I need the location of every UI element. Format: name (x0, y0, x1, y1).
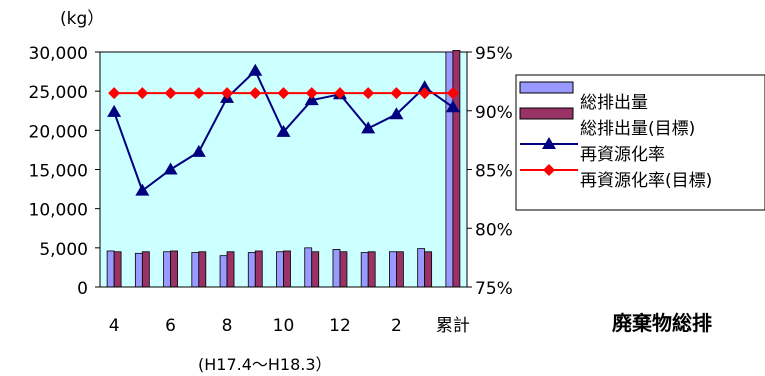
bar (417, 248, 426, 288)
left-tick-label: 15,000 (29, 162, 88, 182)
legend-diamond-marker (543, 164, 555, 176)
diamond-marker (446, 87, 459, 100)
bar (191, 252, 200, 288)
triangle-marker (107, 104, 122, 117)
bar (198, 251, 207, 288)
bar (360, 252, 369, 288)
bar (141, 251, 150, 288)
left-tick-label: 0 (77, 279, 88, 299)
bar (247, 252, 256, 288)
bar (424, 251, 433, 288)
left-axis-ticks: 0 5,000 10,000 15,000 20,000 25,000 30,000 (29, 44, 100, 299)
triangle-marker (248, 63, 263, 76)
bars (106, 50, 461, 288)
triangle-marker (445, 100, 460, 113)
left-tick-label: 30,000 (29, 44, 88, 64)
diamond-marker (108, 87, 121, 100)
diamond-marker (390, 87, 403, 100)
x-tick-label: 累計 (436, 316, 470, 336)
legend-swatch (519, 107, 574, 120)
side-title: 廃棄物総排 (612, 311, 712, 335)
bar (389, 251, 397, 288)
diamond-marker (277, 87, 290, 100)
bar (163, 251, 171, 288)
x-tick-label: 10 (273, 316, 295, 336)
triangle-marker (389, 107, 404, 120)
bar (396, 251, 404, 288)
series-lines (107, 63, 460, 196)
right-tick-label: 95% (475, 44, 513, 64)
triangle-marker (276, 124, 291, 137)
diamond-marker (418, 87, 431, 100)
x-tick-label: 12 (329, 316, 351, 336)
diamond-marker (221, 87, 234, 100)
bar (106, 250, 115, 288)
bar (332, 248, 341, 288)
left-tick-label: 20,000 (29, 122, 88, 142)
legend-label: 再資源化率 (580, 145, 665, 165)
bar (367, 251, 376, 288)
x-tick-label: 8 (222, 316, 233, 336)
legend-label: 総排出量(目標) (580, 119, 695, 139)
bar (304, 247, 313, 288)
bar (452, 50, 461, 288)
triangle-marker (163, 162, 178, 175)
right-tick-label: 80% (475, 220, 513, 240)
right-tick-label: 90% (475, 103, 513, 123)
right-tick-label: 85% (475, 162, 513, 182)
left-tick-label: 10,000 (29, 201, 88, 221)
right-tick-label: 75% (475, 279, 513, 299)
diamond-marker (164, 87, 177, 100)
left-tick-label: 25,000 (29, 83, 88, 103)
triangle-marker (361, 121, 376, 134)
legend-triangle-marker (542, 137, 556, 149)
triangle-marker (417, 80, 432, 93)
diamond-marker (136, 87, 149, 100)
bar (339, 251, 348, 288)
bar (445, 51, 454, 288)
triangle-marker (304, 93, 319, 106)
triangle-marker (191, 144, 206, 157)
bar (254, 250, 263, 288)
diamond-marker (333, 87, 346, 100)
diamond-marker (362, 87, 375, 100)
bar (311, 251, 320, 288)
period-label: (H17.4～H18.3） (198, 355, 332, 374)
bar (134, 252, 143, 288)
bar (276, 251, 284, 288)
bar (170, 250, 178, 288)
triangle-marker (135, 183, 150, 196)
x-tick-label: 4 (109, 316, 120, 336)
diamond-marker (192, 87, 205, 100)
legend-label: 再資源化率(目標) (580, 171, 712, 191)
bar (226, 251, 235, 288)
left-tick-label: 5,000 (39, 240, 88, 260)
x-tick-label: 2 (391, 316, 402, 336)
bar (219, 255, 228, 288)
x-tick-label: 6 (165, 316, 176, 336)
bar (113, 251, 122, 288)
diamond-marker (305, 87, 318, 100)
bar (283, 250, 291, 288)
unit-label: (kg） (60, 9, 104, 29)
legend-label: 総排出量 (580, 93, 648, 113)
right-axis-ticks: 75% 80% 85% 90% 95% (467, 44, 513, 299)
legend-swatch (519, 81, 574, 94)
legend-box (515, 74, 765, 211)
diamond-marker (249, 87, 262, 100)
x-axis-ticks: 4 6 8 10 12 2 累計 (109, 316, 470, 336)
